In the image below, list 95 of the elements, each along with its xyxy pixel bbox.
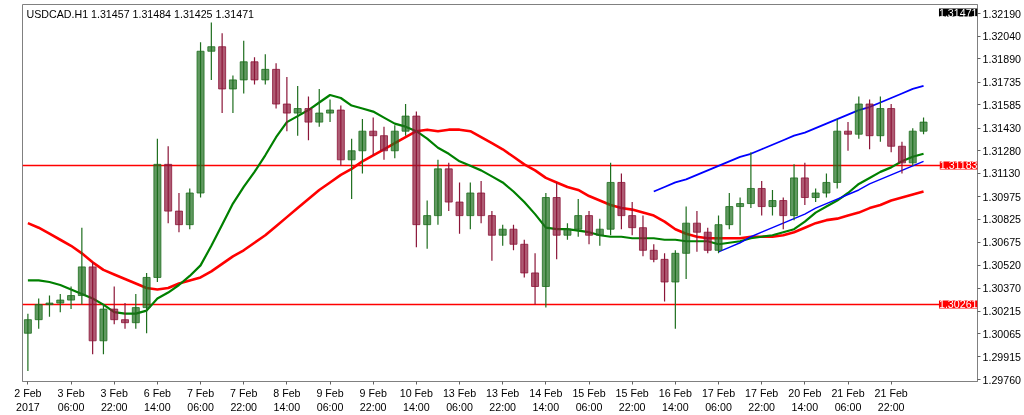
candlestick [45,294,54,318]
candlestick [423,199,432,250]
candlestick [692,210,701,253]
candlestick [261,53,270,86]
candlestick [250,56,259,86]
candlestick [531,252,540,306]
x-tick-label: 2 Feb 2017 [14,386,42,413]
y-tick-label: 1.30215 [982,305,1022,318]
candlestick [67,285,76,310]
x-tick-label: 9 Feb 22:00 [359,386,387,413]
candlestick [628,201,637,236]
y-tick-label: 1.30675 [982,236,1022,249]
candlestick [487,210,496,262]
candlestick [897,141,906,174]
x-tick-label: 10 Feb 14:00 [399,386,434,413]
candlestick [703,227,712,254]
x-tick-label: 9 Feb 06:00 [316,386,344,413]
candlestick [207,22,216,81]
candlestick [585,210,594,245]
x-tick-label: 21 Feb 06:00 [831,386,865,413]
candlestick [347,138,356,200]
x-tick-label: 13 Feb 06:00 [442,386,477,413]
x-tick-label: 7 Feb 06:00 [186,386,215,413]
candlestick [498,224,507,247]
x-tick-label: 7 Feb 22:00 [230,386,258,413]
y-tick-label: 1.30825 [982,213,1022,226]
candlestick [725,192,734,230]
y-tick-label: 1.30370 [982,282,1022,294]
candlestick [649,243,658,263]
x-tick-label: 15 Feb 22:00 [615,386,649,413]
candlestick [595,218,604,247]
candlestick [282,76,291,132]
x-tick-label: 3 Feb 22:00 [100,386,128,413]
x-tick-label: 21 Feb 22:00 [874,386,908,413]
y-tick-label: 1.30520 [982,259,1022,272]
candlestick [390,124,399,159]
x-tick-label: 13 Feb 22:00 [486,386,520,413]
y-tick-label: 1.32040 [982,30,1022,43]
y-tick-label: 1.31130 [982,167,1021,180]
x-tick-label: 3 Feb 06:00 [57,386,85,413]
x-tick-label: 17 Feb 22:00 [745,386,779,413]
y-tick-label: 1.31585 [982,98,1022,111]
ref-line-label: 1.31183 [939,159,978,172]
line-series [652,85,925,193]
candlestick [509,224,518,251]
candlestick [228,74,237,114]
x-tick-label: 17 Feb 06:00 [701,386,736,413]
x-tick-label: 14 Feb 14:00 [529,386,563,413]
candlestick [401,103,410,137]
candlestick [574,198,583,238]
ref-line-label: 1.30261 [938,298,978,311]
candlestick [768,189,777,217]
candlestick [369,117,378,156]
y-tick-label: 1.31735 [982,76,1022,89]
candlestick [477,180,486,224]
candlestick [779,196,788,230]
candlestick [174,192,183,233]
y-tick-label: 1.31890 [982,52,1022,65]
candlestick [23,313,32,372]
candlestick [844,121,853,152]
candlestick [304,95,313,141]
y-tick-label: 1.32190 [982,7,1022,20]
candlestick [131,293,140,330]
candlestick [358,118,367,174]
candlestick [736,196,745,236]
candlestick [746,151,755,209]
candlestick [379,126,388,161]
x-tick-label: 6 Feb 14:00 [143,386,172,413]
candlestick [56,293,65,313]
candlestick [121,302,130,330]
x-tick-label: 16 Feb 14:00 [658,386,693,413]
y-tick-label: 1.30975 [982,190,1022,203]
candlestick [315,88,324,128]
y-tick-label: 1.29760 [982,373,1022,386]
candlestick [455,181,464,235]
x-tick-label: 20 Feb 14:00 [788,386,822,413]
candlestick [34,297,43,330]
y-tick-label: 1.29915 [982,350,1022,363]
x-tick-label: 15 Feb 06:00 [572,386,606,413]
candlestick [239,40,248,95]
candlestick [326,98,335,123]
candlestick [800,162,809,206]
text: 1.31471 [938,6,978,19]
candlestick [466,181,475,230]
candlestick [293,85,302,137]
candlestick [110,285,119,325]
candlestick [638,215,647,257]
candlestick [822,172,831,199]
chart-title: USDCAD.H1 1.31457 1.31484 1.31425 1.31471 [26,7,255,20]
x-tick-label: 8 Feb 14:00 [273,386,301,413]
candlestick [660,252,669,303]
y-tick-label: 1.31430 [982,122,1022,135]
y-tick-label: 1.31280 [982,144,1022,157]
y-tick-label: 1.30065 [982,328,1022,340]
candlestick [757,180,766,217]
